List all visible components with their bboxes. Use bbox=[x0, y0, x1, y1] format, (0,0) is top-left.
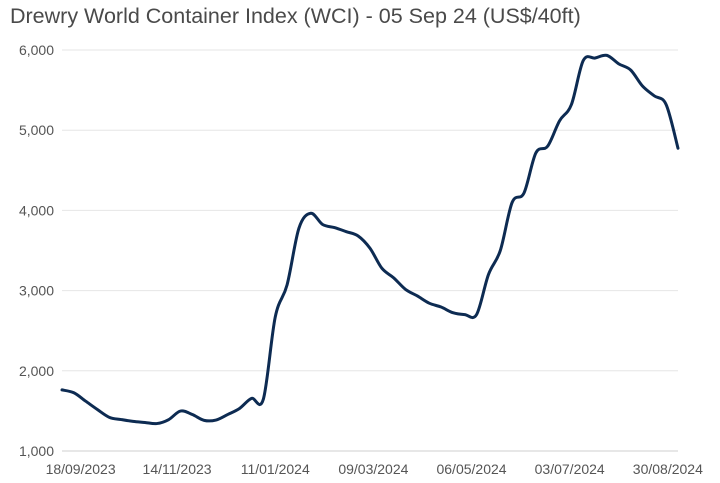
x-tick-label: 30/08/2024 bbox=[633, 461, 703, 477]
gridlines bbox=[62, 49, 678, 452]
x-tick-label: 03/07/2024 bbox=[535, 461, 605, 477]
y-tick-label: 5,000 bbox=[19, 122, 54, 138]
x-tick-label: 09/03/2024 bbox=[338, 461, 408, 477]
y-tick-label: 4,000 bbox=[19, 202, 54, 218]
series-group bbox=[60, 53, 680, 426]
x-tick-label: 18/09/2023 bbox=[46, 461, 116, 477]
x-tick-label: 14/11/2023 bbox=[143, 461, 212, 477]
series-line bbox=[60, 53, 680, 426]
chart-title: Drewry World Container Index (WCI) - 05 … bbox=[10, 4, 581, 28]
x-axis-ticks: 18/09/2023 14/11/2023 11/01/2024 09/03/2024… bbox=[46, 461, 704, 477]
y-tick-label: 2,000 bbox=[19, 363, 54, 379]
y-axis-ticks: 1,000 2,000 3,000 4,000 5,000 6,000 bbox=[19, 42, 54, 459]
y-tick-label: 1,000 bbox=[19, 443, 54, 459]
y-tick-label: 3,000 bbox=[19, 283, 54, 299]
y-tick-label: 6,000 bbox=[19, 42, 54, 58]
x-tick-label: 11/01/2024 bbox=[241, 461, 310, 477]
x-tick-label: 06/05/2024 bbox=[436, 461, 506, 477]
